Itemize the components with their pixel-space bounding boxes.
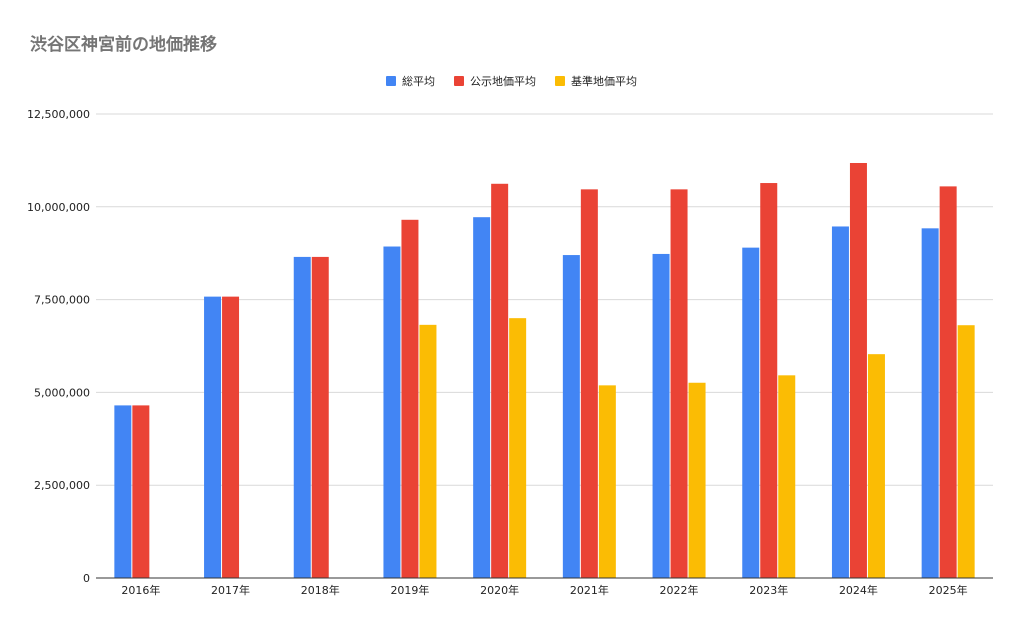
x-tick-label: 2019年 <box>390 583 429 597</box>
bar[interactable] <box>849 162 867 578</box>
bar[interactable] <box>293 256 311 578</box>
bar[interactable] <box>491 183 509 579</box>
bar[interactable] <box>867 354 885 578</box>
bar[interactable] <box>652 253 670 579</box>
y-tick-label: 5,000,000 <box>34 386 90 399</box>
y-tick-label: 10,000,000 <box>27 201 90 214</box>
y-tick-label: 0 <box>83 572 90 585</box>
legend[interactable]: 総平均 公示地価平均 基準地価平均 <box>386 74 637 88</box>
x-tick-label: 2020年 <box>480 583 519 597</box>
legend-swatch <box>454 76 464 86</box>
bar[interactable] <box>742 247 760 578</box>
x-tick-label: 2017年 <box>211 583 250 597</box>
bar[interactable] <box>204 296 222 578</box>
legend-label: 総平均 <box>402 74 435 88</box>
bar[interactable] <box>580 189 598 578</box>
x-tick-label: 2016年 <box>121 583 160 597</box>
bar[interactable] <box>311 256 329 578</box>
bar[interactable] <box>419 324 437 578</box>
legend-swatch <box>555 76 565 86</box>
x-tick-label: 2018年 <box>301 583 340 597</box>
legend-swatch <box>386 76 396 86</box>
y-tick-label: 7,500,000 <box>34 294 90 307</box>
x-tick-label: 2024年 <box>839 583 878 597</box>
bars <box>114 162 975 579</box>
bar[interactable] <box>831 226 849 578</box>
legend-label: 公示地価平均 <box>470 75 536 88</box>
bar[interactable] <box>562 255 580 578</box>
legend-item[interactable]: 総平均 <box>386 74 435 88</box>
y-axis-ticks: 0 2,500,000 5,000,000 7,500,000 10,000,000 12… <box>27 108 90 585</box>
bar[interactable] <box>670 189 688 578</box>
bar[interactable] <box>132 405 150 578</box>
bar[interactable] <box>939 186 957 578</box>
bar[interactable] <box>509 318 527 578</box>
bar[interactable] <box>778 375 796 578</box>
x-axis-ticks: 2016年 2017年 2018年 2019年 2020年 2021年 2022年 2023年… <box>121 583 967 597</box>
bar[interactable] <box>598 385 616 578</box>
x-tick-label: 2022年 <box>660 583 699 597</box>
bar[interactable] <box>760 183 778 578</box>
bar[interactable] <box>222 296 240 578</box>
bar[interactable] <box>921 228 939 579</box>
bar[interactable] <box>688 382 706 578</box>
bar[interactable] <box>473 217 491 578</box>
x-tick-label: 2025年 <box>929 583 968 597</box>
bar[interactable] <box>114 405 132 578</box>
legend-item[interactable]: 公示地価平均 <box>454 75 536 88</box>
bar[interactable] <box>401 219 419 579</box>
legend-item[interactable]: 基準地価平均 <box>555 74 637 88</box>
bar[interactable] <box>383 246 401 578</box>
x-tick-label: 2021年 <box>570 583 609 597</box>
y-tick-label: 12,500,000 <box>27 108 90 121</box>
y-tick-label: 2,500,000 <box>34 479 90 492</box>
chart-title: 渋谷区神宮前の地価推移 <box>30 34 217 55</box>
bar[interactable] <box>957 325 975 578</box>
legend-label: 基準地価平均 <box>571 74 637 88</box>
x-tick-label: 2023年 <box>749 583 788 597</box>
